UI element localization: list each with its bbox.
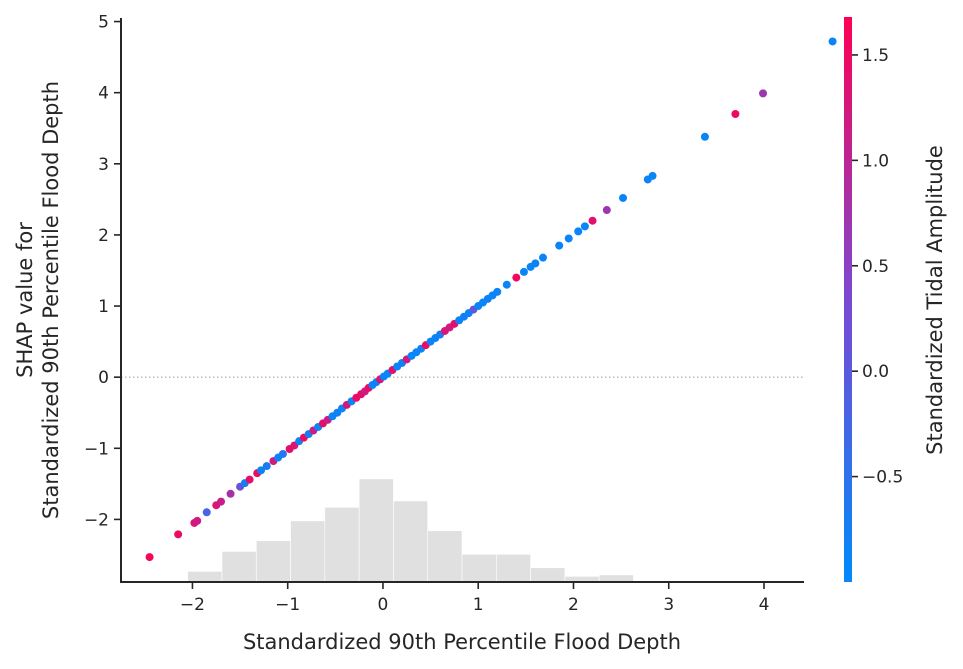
colorbar-tick-label: 1.5 xyxy=(862,46,889,66)
scatter-point xyxy=(278,449,287,458)
y-axis-title-line-2: Standardized 90th Percentile Flood Depth xyxy=(39,81,63,519)
x-tick-label: −2 xyxy=(180,595,205,615)
scatter-point xyxy=(226,489,235,498)
scatter-point xyxy=(574,227,583,236)
histogram-bar xyxy=(221,551,257,583)
scatter-point xyxy=(580,222,589,231)
colorbar-tick-label: 0.0 xyxy=(862,362,889,382)
scatter-point xyxy=(519,267,528,276)
x-tick-label: 3 xyxy=(663,595,674,615)
x-axis-ticks: −2 −1 0 1 2 3 4 xyxy=(180,582,769,615)
x-tick-label: 2 xyxy=(568,595,579,615)
histogram-bar xyxy=(598,574,634,583)
scatter-point xyxy=(145,553,154,562)
colorbar-ticks: −0.5 0.0 0.5 1.0 1.5 xyxy=(852,46,903,488)
y-tick-label: 4 xyxy=(98,84,109,104)
scatter-point xyxy=(531,259,540,268)
y-tick-label: −1 xyxy=(84,439,109,459)
histogram-bar xyxy=(427,530,463,583)
y-tick-label: 1 xyxy=(98,297,109,317)
x-tick-label: 1 xyxy=(473,595,484,615)
scatter-point xyxy=(538,253,547,262)
scatter-point xyxy=(193,516,202,525)
x-tick-label: 0 xyxy=(378,595,389,615)
histogram-bar xyxy=(324,507,360,583)
colorbar-title: Standardized Tidal Amplitude xyxy=(923,145,947,455)
x-tick-label: 4 xyxy=(759,595,770,615)
scatter-point xyxy=(555,241,564,250)
y-tick-label: 5 xyxy=(98,13,109,33)
scatter-point xyxy=(257,466,266,475)
scatter-point xyxy=(493,287,502,296)
y-tick-label: 3 xyxy=(98,155,109,175)
scatter-point xyxy=(759,89,768,98)
scatter-point xyxy=(262,462,271,471)
scatter-point xyxy=(174,530,183,539)
histogram-bar xyxy=(187,571,223,583)
scatter-point xyxy=(731,110,740,119)
scatter-point xyxy=(564,234,573,243)
scatter-point xyxy=(602,206,611,215)
y-axis-title-line-1: SHAP value for xyxy=(13,222,37,378)
scatter-point xyxy=(502,280,511,289)
histogram-bar xyxy=(290,520,326,583)
y-tick-label: 0 xyxy=(98,368,109,388)
y-tick-label: 2 xyxy=(98,226,109,246)
colorbar-tick-label: 1.0 xyxy=(862,151,889,171)
scatter-point xyxy=(619,193,628,202)
scatter-point xyxy=(700,132,709,141)
histogram-bar xyxy=(530,567,566,583)
histogram-bar xyxy=(393,500,429,583)
scatter-point xyxy=(202,508,211,517)
histogram-bar xyxy=(461,553,497,583)
scatter-point xyxy=(648,171,657,180)
histogram-bar xyxy=(255,540,291,583)
y-tick-label: −2 xyxy=(84,510,109,530)
scatter-point xyxy=(512,273,521,282)
scatter-points xyxy=(145,37,837,562)
y-axis-ticks: −2 −1 0 1 2 3 4 5 xyxy=(84,13,121,530)
x-tick-label: −1 xyxy=(275,595,300,615)
histogram-bar xyxy=(358,478,394,583)
feature-histogram xyxy=(187,478,634,583)
histogram-bar xyxy=(496,553,531,583)
colorbar-tick-label: −0.5 xyxy=(862,468,903,488)
scatter-point xyxy=(588,216,597,225)
colorbar-tick-label: 0.5 xyxy=(862,257,889,277)
scatter-point xyxy=(245,475,254,484)
scatter-point xyxy=(828,37,837,46)
x-axis-title: Standardized 90th Percentile Flood Depth xyxy=(243,630,681,654)
colorbar xyxy=(844,17,852,582)
scatter-point xyxy=(217,497,226,506)
